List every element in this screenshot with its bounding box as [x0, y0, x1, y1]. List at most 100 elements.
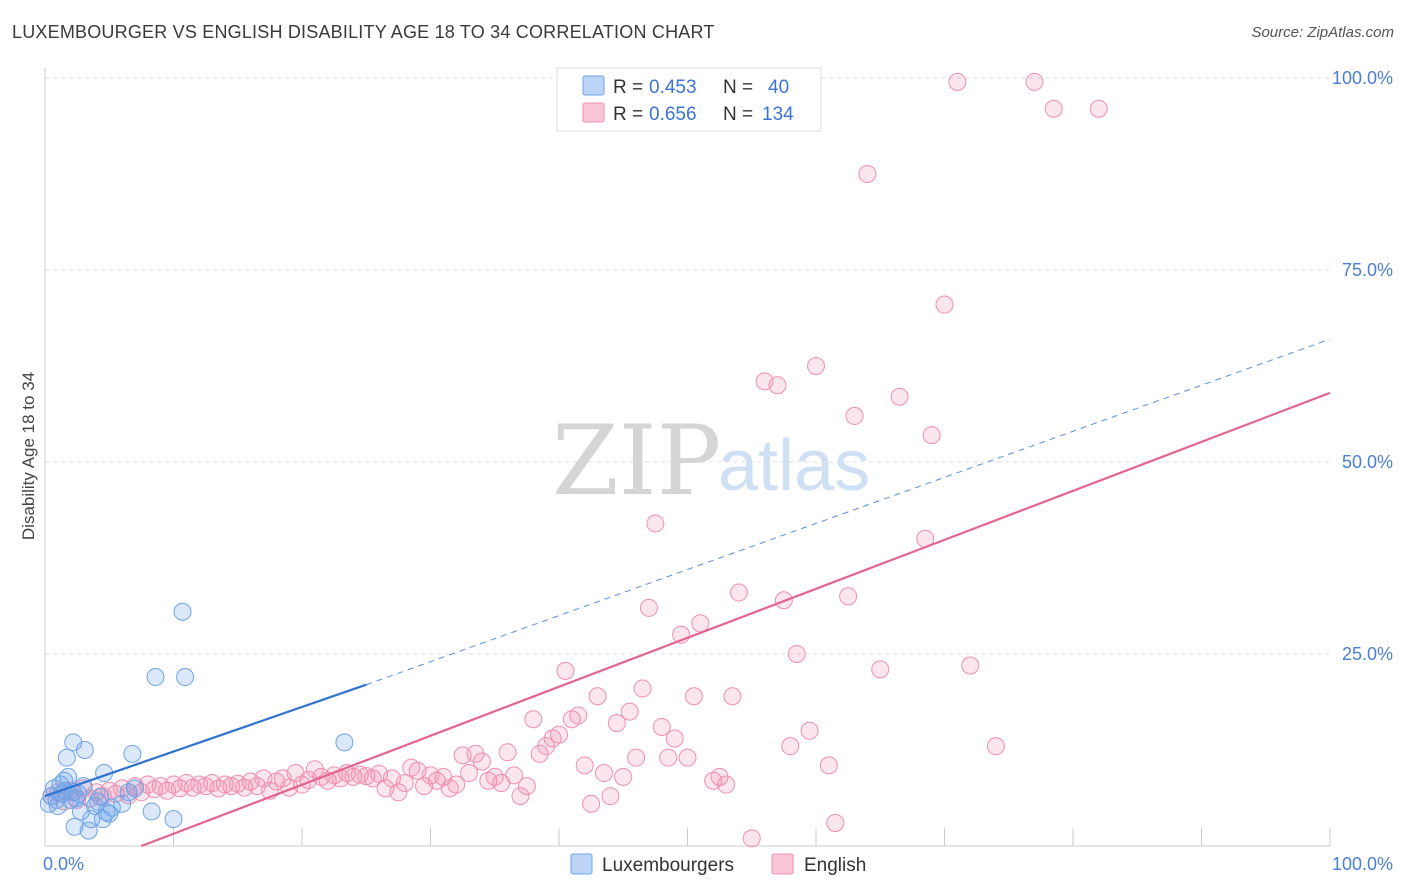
english-point	[363, 769, 382, 788]
luxembourger-trend-dashed	[366, 338, 1331, 686]
english-point	[607, 714, 626, 733]
bottom-legend-label-english: English	[804, 855, 866, 876]
luxembourger-point	[75, 741, 94, 759]
y-tick-label: 25.0%	[1342, 644, 1393, 664]
english-point	[845, 406, 864, 425]
legend-r-value-2: 0.656	[649, 104, 697, 125]
english-point	[717, 775, 736, 794]
source-label: Source: ZipAtlas.com	[1251, 24, 1394, 41]
luxembourger-point	[65, 817, 84, 836]
english-point	[190, 775, 209, 794]
english-point	[537, 737, 556, 756]
luxembourger-point	[113, 794, 132, 813]
luxembourger-point	[102, 798, 121, 817]
english-point	[826, 813, 845, 832]
english-point	[858, 165, 877, 183]
english-point	[639, 598, 658, 617]
english-point	[723, 687, 742, 706]
english-point	[781, 737, 800, 756]
bottom-legend-swatch-luxembourgers	[570, 853, 593, 875]
english-trend-line	[140, 391, 1331, 848]
english-point	[447, 775, 466, 794]
luxembourger-point	[142, 802, 161, 821]
watermark-atlas: atlas	[718, 426, 870, 506]
chart-title: LUXEMBOURGER VS ENGLISH DISABILITY AGE 1…	[12, 22, 715, 42]
luxembourger-point	[335, 733, 354, 752]
luxembourger-point	[125, 779, 144, 798]
english-point	[588, 687, 607, 706]
english-point	[614, 767, 633, 786]
x-tick-labels: 0.0% 100.0%	[43, 854, 1393, 874]
english-point	[466, 744, 485, 763]
english-point	[839, 587, 858, 606]
legend-swatch-luxembourgers	[582, 75, 605, 96]
luxembourger-point	[146, 668, 165, 687]
y-axis-label: Disability Age 18 to 34	[19, 372, 38, 540]
luxembourger-point	[164, 810, 183, 829]
y-tick-label: 100.0%	[1332, 68, 1393, 88]
legend-n-value-1: 40	[768, 77, 789, 98]
y-tick-label: 50.0%	[1342, 452, 1393, 472]
english-point	[594, 764, 613, 783]
luxembourger-point	[57, 748, 76, 767]
english-point	[530, 744, 549, 763]
english-point	[948, 72, 967, 91]
english-point	[633, 679, 652, 698]
axes	[44, 68, 1330, 847]
english-points	[42, 72, 1108, 848]
english-point	[922, 426, 941, 445]
y-tick-labels: 25.0% 50.0% 75.0% 100.0%	[1332, 68, 1393, 664]
luxembourger-point	[71, 802, 90, 821]
luxembourger-points	[39, 602, 354, 840]
english-point	[800, 721, 819, 740]
english-point	[395, 774, 414, 793]
english-point	[678, 748, 697, 767]
english-point	[524, 710, 543, 729]
english-point	[1044, 99, 1063, 118]
luxembourger-point	[59, 767, 78, 786]
trend-lines	[44, 338, 1331, 848]
luxembourger-point	[173, 602, 192, 621]
legend-n-value-2: 134	[762, 104, 794, 125]
english-point	[601, 787, 620, 806]
english-point	[511, 787, 530, 806]
x-tick-label-min: 0.0%	[43, 854, 84, 874]
english-point	[729, 583, 748, 602]
english-point	[505, 766, 524, 785]
english-point	[684, 687, 703, 706]
luxembourger-point	[91, 787, 110, 806]
luxembourger-point	[79, 821, 98, 840]
english-point	[710, 767, 729, 786]
english-point	[871, 660, 890, 679]
english-point	[890, 387, 909, 406]
english-point	[1089, 99, 1108, 118]
watermark-zip: ZIP	[552, 405, 721, 517]
legend-r-label-1: R =	[613, 77, 643, 98]
english-point	[1025, 72, 1044, 91]
luxembourger-point	[123, 744, 142, 763]
english-point	[961, 656, 980, 675]
bottom-legend-swatch-english	[771, 853, 794, 875]
english-point	[517, 777, 536, 796]
english-point	[556, 661, 575, 680]
english-point	[627, 748, 646, 767]
english-point	[582, 794, 601, 813]
english-point	[460, 764, 479, 783]
english-point	[807, 357, 825, 375]
x-tick-label-max: 100.0%	[1332, 854, 1393, 874]
english-point	[305, 760, 324, 779]
english-point	[819, 756, 838, 775]
luxembourger-point	[176, 668, 195, 687]
english-point	[453, 746, 472, 765]
english-point	[768, 376, 787, 395]
legend-n-label-2: N =	[723, 104, 753, 125]
english-point	[935, 295, 954, 314]
y-tick-label: 75.0%	[1342, 260, 1393, 280]
english-point	[389, 783, 408, 802]
english-point	[151, 777, 170, 796]
english-point	[665, 729, 684, 748]
english-point	[550, 725, 568, 744]
english-point	[177, 774, 196, 793]
bottom-legend: Luxembourgers English	[570, 853, 866, 876]
